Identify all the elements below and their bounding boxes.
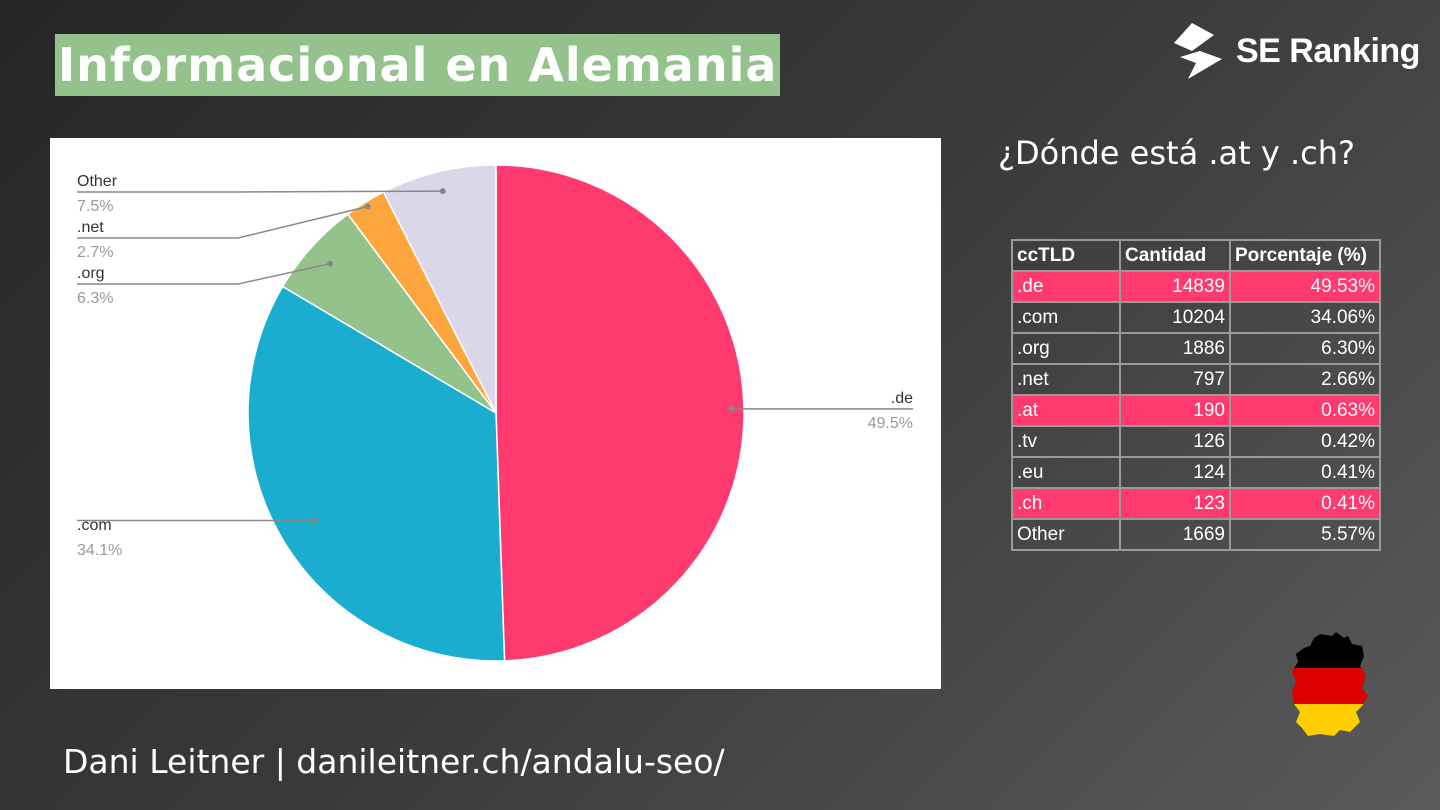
header-cctld: ccTLD (1011, 239, 1121, 272)
cell-count: 190 (1119, 394, 1231, 427)
table-row: .at 190 0.63% (1011, 394, 1381, 427)
slice-label: .org (77, 265, 105, 282)
cell-count: 123 (1119, 487, 1231, 520)
callout-dot (364, 203, 371, 210)
header-cantidad: Cantidad (1119, 239, 1231, 272)
cell-pct: 5.57% (1229, 518, 1381, 551)
cell-tld: .net (1011, 363, 1121, 396)
slice-label: .de (891, 390, 913, 407)
page-title: Informacional en Alemania (58, 38, 778, 92)
footer-text: Dani Leitner | danileitner.ch/andalu-seo… (63, 742, 725, 781)
germany-map-flag-icon (1292, 632, 1368, 736)
cell-pct: 0.41% (1229, 456, 1381, 489)
slice-value-label: 2.7% (77, 244, 113, 261)
pie-chart-panel: .de 49.5% .com 34.1% .org 6.3% .net 2.7% Other 7.… (50, 138, 941, 689)
slice-label: Other (77, 173, 118, 190)
brand-logo: SE Ranking (1170, 20, 1420, 82)
cell-count: 797 (1119, 363, 1231, 396)
cell-count: 1669 (1119, 518, 1231, 551)
callout-line (77, 262, 331, 285)
cell-pct: 34.06% (1229, 301, 1381, 334)
cell-tld: .eu (1011, 456, 1121, 489)
cell-pct: 0.41% (1229, 487, 1381, 520)
table-row: Other 1669 5.57% (1011, 518, 1381, 551)
cell-count: 14839 (1119, 270, 1231, 303)
pie-chart: .de 49.5% .com 34.1% .org 6.3% .net 2.7% Other 7.… (77, 164, 913, 662)
slice-value-label: 7.5% (77, 198, 113, 215)
callout-dot (439, 188, 446, 195)
tld-table: ccTLD Cantidad Porcentaje (%) .de 14839 49… (1011, 239, 1381, 551)
callout-line (77, 205, 369, 239)
cell-count: 1886 (1119, 332, 1231, 365)
slice-value-label: 49.5% (868, 415, 913, 432)
table-row: .eu 124 0.41% (1011, 456, 1381, 489)
cell-pct: 6.30% (1229, 332, 1381, 365)
pie-slice-de (495, 164, 745, 662)
callout-dot (327, 260, 334, 267)
cell-tld: Other (1011, 518, 1121, 551)
cell-tld: .ch (1011, 487, 1121, 520)
brand-name: SE Ranking (1236, 31, 1420, 70)
table-row: .ch 123 0.41% (1011, 487, 1381, 520)
question-text: ¿Dónde está .at y .ch? (998, 134, 1355, 172)
callout-line (77, 190, 443, 193)
cell-count: 126 (1119, 425, 1231, 458)
table-row: .com 10204 34.06% (1011, 301, 1381, 334)
slice-value-label: 6.3% (77, 290, 113, 307)
cell-pct: 0.42% (1229, 425, 1381, 458)
cell-count: 124 (1119, 456, 1231, 489)
cell-count: 10204 (1119, 301, 1231, 334)
callout-dot (311, 517, 318, 524)
table-row: .net 797 2.66% (1011, 363, 1381, 396)
table-row: .org 1886 6.30% (1011, 332, 1381, 365)
table-row: .tv 126 0.42% (1011, 425, 1381, 458)
table-header-row: ccTLD Cantidad Porcentaje (%) (1011, 239, 1381, 272)
cell-pct: 0.63% (1229, 394, 1381, 427)
slice-value-label: 34.1% (77, 542, 122, 559)
slice-label: .com (77, 517, 112, 534)
cell-pct: 49.53% (1229, 270, 1381, 303)
callout-dot (728, 405, 735, 412)
slice-label: .net (77, 219, 104, 236)
title-banner: Informacional en Alemania (55, 34, 781, 96)
cell-tld: .at (1011, 394, 1121, 427)
cell-tld: .de (1011, 270, 1121, 303)
cell-pct: 2.66% (1229, 363, 1381, 396)
se-ranking-logo-icon (1174, 23, 1222, 79)
table-row: .de 14839 49.53% (1011, 270, 1381, 303)
cell-tld: .org (1011, 332, 1121, 365)
cell-tld: .tv (1011, 425, 1121, 458)
cell-tld: .com (1011, 301, 1121, 334)
header-porcentaje: Porcentaje (%) (1229, 239, 1381, 272)
